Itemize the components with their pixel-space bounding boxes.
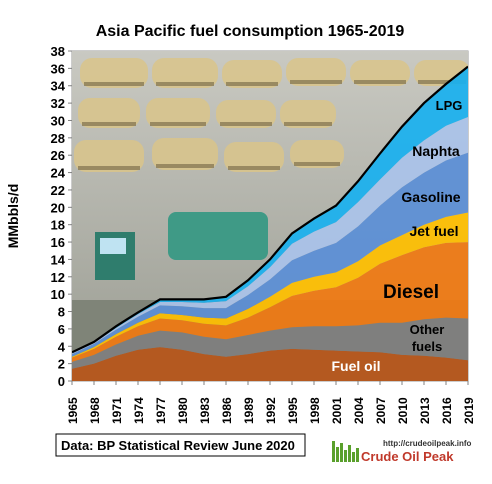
total-line-group bbox=[72, 65, 468, 354]
y-tick-label: 28 bbox=[51, 131, 65, 146]
y-tick-label: 38 bbox=[51, 44, 65, 59]
x-tick-label: 1998 bbox=[308, 397, 322, 424]
area-fuel-oil bbox=[72, 347, 468, 381]
x-tick-label: 2001 bbox=[330, 397, 344, 424]
x-tick-label: 1974 bbox=[132, 397, 146, 424]
stacked-areas bbox=[72, 66, 468, 381]
y-tick-label: 22 bbox=[51, 183, 65, 198]
y-axis-label: MMbbls/d bbox=[5, 184, 21, 249]
label-other-fuels-line1: Other bbox=[410, 322, 445, 337]
area-naphta bbox=[72, 117, 468, 355]
source-text: Data: BP Statistical Review June 2020 bbox=[61, 438, 295, 453]
y-tick-label: 36 bbox=[51, 61, 65, 76]
label-fuel-oil: Fuel oil bbox=[332, 358, 381, 374]
label-lpg: LPG bbox=[436, 98, 463, 113]
y-tick-label: 30 bbox=[51, 113, 65, 128]
x-tick-label: 1989 bbox=[242, 397, 256, 424]
crude-oil-peak-logo: http://crudeoilpeak.info Crude Oil Peak bbox=[332, 439, 472, 464]
y-tick-label: 10 bbox=[51, 287, 65, 302]
x-tick-label: 2016 bbox=[440, 397, 454, 424]
y-tick-label: 6 bbox=[58, 322, 65, 337]
x-tick-label: 2010 bbox=[396, 397, 410, 424]
x-tick-label: 1983 bbox=[198, 397, 212, 424]
y-tick-label: 0 bbox=[58, 374, 65, 389]
x-tick-label: 1980 bbox=[176, 397, 190, 424]
y-tick-label: 34 bbox=[51, 79, 66, 94]
area-diesel bbox=[72, 242, 468, 362]
area-other-fuels bbox=[72, 317, 468, 369]
label-naphta: Naphta bbox=[412, 143, 460, 159]
x-tick-label: 1986 bbox=[220, 397, 234, 424]
y-tick-label: 24 bbox=[51, 166, 66, 181]
y-tick-label: 20 bbox=[51, 200, 65, 215]
y-tick-label: 32 bbox=[51, 96, 65, 111]
logo-name: Crude Oil Peak bbox=[361, 449, 454, 464]
total-consumption-line bbox=[72, 65, 468, 354]
x-tick-label: 2013 bbox=[418, 397, 432, 424]
x-tick-label: 1977 bbox=[154, 397, 168, 424]
y-tick-label: 4 bbox=[58, 339, 66, 354]
y-tick-label: 18 bbox=[51, 218, 65, 233]
x-tick-label: 1971 bbox=[110, 397, 124, 424]
x-tick-label: 2004 bbox=[352, 397, 366, 424]
y-tick-label: 2 bbox=[58, 357, 65, 372]
y-tick-label: 16 bbox=[51, 235, 65, 250]
x-tick-label: 1992 bbox=[264, 397, 278, 424]
x-tick-label: 1968 bbox=[88, 397, 102, 424]
area-gasoline bbox=[72, 152, 468, 357]
x-tick-label: 2019 bbox=[462, 397, 476, 424]
chart-title: Asia Pacific fuel consumption 1965-2019 bbox=[96, 23, 405, 40]
y-tick-label: 14 bbox=[51, 252, 66, 267]
label-jet-fuel: Jet fuel bbox=[409, 223, 458, 239]
area-jet-fuel bbox=[72, 212, 468, 358]
x-tick-label: 1965 bbox=[66, 397, 80, 424]
label-other-fuels-line2: fuels bbox=[412, 339, 442, 354]
label-diesel: Diesel bbox=[383, 282, 439, 303]
label-gasoline: Gasoline bbox=[401, 189, 460, 205]
x-axis: 1965 1968 1971 1974 1977 1980 1983 1986 1989 1992… bbox=[66, 381, 476, 424]
x-tick-label: 1995 bbox=[286, 397, 300, 424]
y-tick-label: 12 bbox=[51, 270, 65, 285]
x-tick-label: 2007 bbox=[374, 397, 388, 424]
source-box bbox=[55, 433, 306, 457]
y-tick-label: 26 bbox=[51, 148, 65, 163]
logo-url: http://crudeoilpeak.info bbox=[383, 439, 472, 448]
y-tick-label: 8 bbox=[58, 305, 65, 320]
